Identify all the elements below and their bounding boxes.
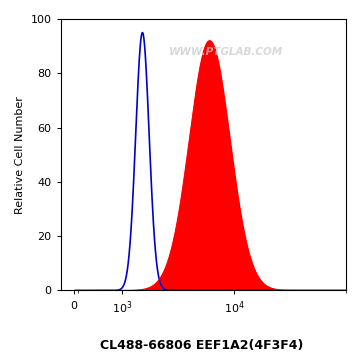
Text: CL488-66806 EEF1A2(4F3F4): CL488-66806 EEF1A2(4F3F4) <box>100 339 304 352</box>
Y-axis label: Relative Cell Number: Relative Cell Number <box>15 96 25 214</box>
Text: WWW.PTGLAB.COM: WWW.PTGLAB.COM <box>169 47 283 57</box>
